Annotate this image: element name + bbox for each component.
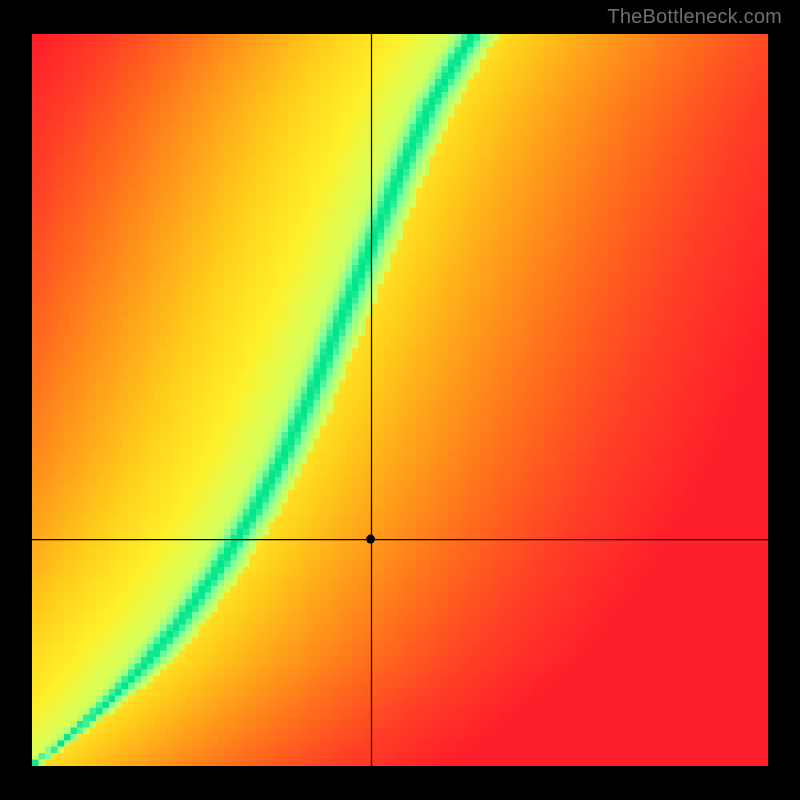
chart-frame: TheBottleneck.com: [0, 0, 800, 800]
crosshair-overlay: [32, 34, 768, 766]
watermark-label: TheBottleneck.com: [607, 6, 782, 29]
